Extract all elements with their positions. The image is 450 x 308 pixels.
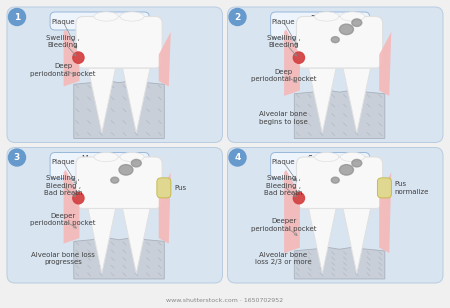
- FancyBboxPatch shape: [270, 12, 370, 38]
- Ellipse shape: [339, 24, 353, 34]
- Ellipse shape: [131, 160, 141, 167]
- Polygon shape: [122, 209, 150, 274]
- Ellipse shape: [293, 52, 305, 63]
- Text: Swelling ,
Bleeding: Swelling , Bleeding: [267, 34, 301, 48]
- FancyBboxPatch shape: [228, 148, 443, 283]
- Text: Moderate
periodontitis: Moderate periodontitis: [75, 156, 124, 176]
- Polygon shape: [379, 172, 392, 253]
- FancyBboxPatch shape: [228, 7, 443, 143]
- Polygon shape: [159, 172, 171, 244]
- Circle shape: [229, 9, 246, 26]
- Ellipse shape: [119, 164, 133, 175]
- Ellipse shape: [94, 152, 118, 162]
- Polygon shape: [74, 81, 164, 138]
- Polygon shape: [309, 209, 336, 274]
- FancyBboxPatch shape: [297, 157, 382, 209]
- Polygon shape: [343, 68, 371, 133]
- Text: Swelling ,
Bleeding ,
Bad breath: Swelling , Bleeding , Bad breath: [44, 176, 82, 196]
- Text: Deeper
periodontal pocket: Deeper periodontal pocket: [251, 218, 316, 232]
- FancyBboxPatch shape: [297, 17, 382, 68]
- Text: Plaque: Plaque: [51, 18, 75, 25]
- Text: Alveolar bone loss
progresses: Alveolar bone loss progresses: [31, 252, 95, 265]
- Text: Deep
periodontal pocket: Deep periodontal pocket: [251, 69, 316, 82]
- Ellipse shape: [94, 12, 118, 21]
- Text: Plaque: Plaque: [51, 159, 75, 165]
- Polygon shape: [284, 29, 300, 96]
- Polygon shape: [159, 32, 171, 87]
- Ellipse shape: [73, 192, 84, 204]
- Text: Early
periodontitis: Early periodontitis: [296, 15, 345, 35]
- Ellipse shape: [111, 177, 119, 183]
- Text: Pus
normalize: Pus normalize: [394, 181, 429, 195]
- Ellipse shape: [315, 12, 339, 21]
- Text: Deep
periodontal pocket: Deep periodontal pocket: [30, 63, 96, 77]
- Text: 3: 3: [14, 153, 20, 162]
- Ellipse shape: [331, 177, 339, 183]
- Ellipse shape: [340, 152, 364, 162]
- Text: Swelling ,
Bleeding ,
Bad breath: Swelling , Bleeding , Bad breath: [264, 176, 303, 196]
- Text: Plaque: Plaque: [272, 159, 295, 165]
- Polygon shape: [63, 170, 79, 244]
- Circle shape: [9, 9, 26, 26]
- Circle shape: [9, 149, 26, 166]
- FancyBboxPatch shape: [76, 17, 162, 68]
- FancyBboxPatch shape: [50, 152, 149, 179]
- Text: Deeper
periodontal pocket: Deeper periodontal pocket: [30, 213, 96, 226]
- Text: Alveolar bone
begins to lose: Alveolar bone begins to lose: [259, 111, 308, 125]
- Ellipse shape: [120, 152, 144, 162]
- Ellipse shape: [339, 164, 353, 175]
- Polygon shape: [74, 238, 164, 279]
- Text: Swelling ,
Bleeding: Swelling , Bleeding: [46, 34, 80, 48]
- Circle shape: [229, 149, 246, 166]
- FancyBboxPatch shape: [7, 7, 222, 143]
- Polygon shape: [343, 209, 371, 274]
- Ellipse shape: [73, 52, 84, 63]
- Text: Plaque: Plaque: [272, 18, 295, 25]
- FancyBboxPatch shape: [270, 152, 370, 179]
- FancyBboxPatch shape: [76, 157, 162, 209]
- Text: Pus: Pus: [174, 185, 186, 191]
- Text: Alveolar bone
loss 2/3 or more: Alveolar bone loss 2/3 or more: [255, 252, 312, 265]
- FancyBboxPatch shape: [50, 12, 149, 30]
- Polygon shape: [294, 248, 385, 279]
- Polygon shape: [63, 29, 79, 87]
- Polygon shape: [122, 68, 150, 133]
- Text: 2: 2: [234, 13, 241, 22]
- Text: 1: 1: [14, 13, 20, 22]
- Ellipse shape: [315, 152, 339, 162]
- Ellipse shape: [352, 19, 362, 26]
- Ellipse shape: [120, 12, 144, 21]
- Polygon shape: [309, 68, 336, 133]
- Ellipse shape: [331, 37, 339, 43]
- Ellipse shape: [352, 160, 362, 167]
- Polygon shape: [88, 209, 116, 274]
- FancyBboxPatch shape: [157, 178, 171, 198]
- FancyBboxPatch shape: [7, 148, 222, 283]
- Polygon shape: [284, 170, 300, 253]
- Text: www.shutterstock.com · 1650702952: www.shutterstock.com · 1650702952: [166, 298, 284, 302]
- Ellipse shape: [293, 192, 305, 204]
- Polygon shape: [379, 32, 392, 96]
- Polygon shape: [294, 91, 385, 138]
- Ellipse shape: [340, 12, 364, 21]
- Text: Severe
periodontitis: Severe periodontitis: [296, 156, 345, 176]
- FancyBboxPatch shape: [378, 178, 392, 198]
- Text: Gingivitis: Gingivitis: [81, 17, 118, 26]
- Text: 4: 4: [234, 153, 241, 162]
- Polygon shape: [88, 68, 116, 133]
